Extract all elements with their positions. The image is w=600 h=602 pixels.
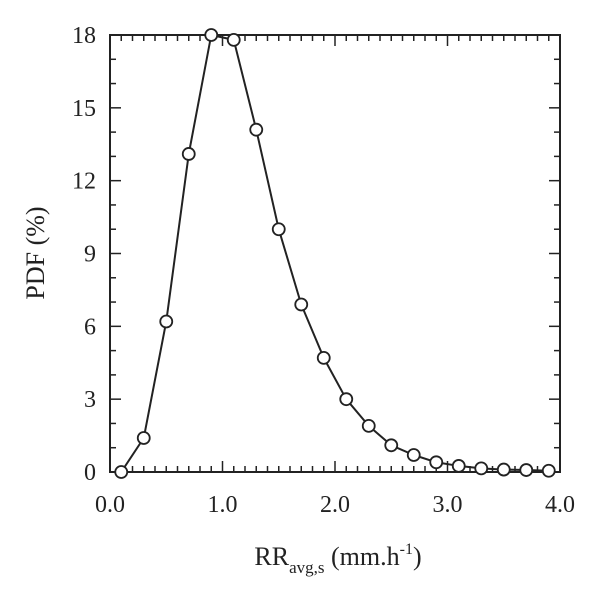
x-axis-title-close: ) bbox=[413, 542, 422, 571]
y-tick-label: 18 bbox=[72, 23, 96, 49]
data-point-marker bbox=[406, 448, 421, 462]
data-markers bbox=[114, 28, 556, 479]
data-point-marker bbox=[249, 122, 264, 137]
y-tick-labels: 0 3 6 9 12 15 18 bbox=[72, 23, 96, 486]
data-point-marker bbox=[159, 314, 174, 329]
x-axis-title: RRavg,s (mm.h-1) bbox=[254, 541, 421, 577]
y-tick-label: 15 bbox=[72, 96, 96, 122]
data-point-marker bbox=[451, 459, 466, 473]
x-tick-label: 3.0 bbox=[433, 492, 463, 518]
data-point-marker bbox=[384, 438, 399, 453]
data-point-marker bbox=[429, 455, 444, 470]
data-point-marker bbox=[339, 392, 354, 407]
x-axis-title-unit: (mm.h bbox=[325, 542, 400, 571]
y-tick-label: 9 bbox=[84, 242, 96, 268]
data-point-marker bbox=[226, 32, 241, 47]
data-point-marker bbox=[204, 28, 219, 42]
data-point-marker bbox=[136, 431, 151, 445]
data-point-marker bbox=[294, 297, 309, 312]
data-point-marker bbox=[114, 465, 129, 479]
data-point-marker bbox=[541, 463, 556, 478]
x-tick-label: 0.0 bbox=[95, 492, 125, 518]
y-tick-label: 0 bbox=[84, 460, 96, 486]
data-point-marker bbox=[361, 418, 376, 433]
x-tick-label: 4.0 bbox=[545, 492, 575, 518]
x-tick-label: 2.0 bbox=[320, 492, 350, 518]
x-axis-title-subscript: avg,s bbox=[289, 558, 324, 577]
data-point-marker bbox=[496, 462, 511, 477]
plot-frame bbox=[109, 34, 561, 473]
x-tick-label: 1.0 bbox=[208, 492, 238, 518]
series-line bbox=[120, 34, 549, 473]
series-line-group bbox=[120, 34, 549, 473]
data-point-marker bbox=[316, 350, 331, 365]
y-tick-label: 3 bbox=[84, 387, 96, 413]
data-point-marker bbox=[474, 461, 489, 476]
axis-ticks bbox=[109, 34, 561, 473]
y-tick-label: 6 bbox=[84, 314, 96, 340]
x-tick-labels: 0.0 1.0 2.0 3.0 4.0 bbox=[95, 492, 575, 518]
data-point-marker bbox=[519, 463, 534, 477]
plot-border bbox=[109, 34, 561, 473]
y-axis-title: PDF (%) bbox=[21, 206, 50, 299]
data-point-marker bbox=[271, 222, 286, 237]
x-axis-title-main: RR bbox=[254, 542, 289, 571]
x-axis-title-superscript: -1 bbox=[400, 541, 413, 558]
y-tick-label: 12 bbox=[72, 169, 96, 195]
data-point-marker bbox=[181, 147, 196, 161]
